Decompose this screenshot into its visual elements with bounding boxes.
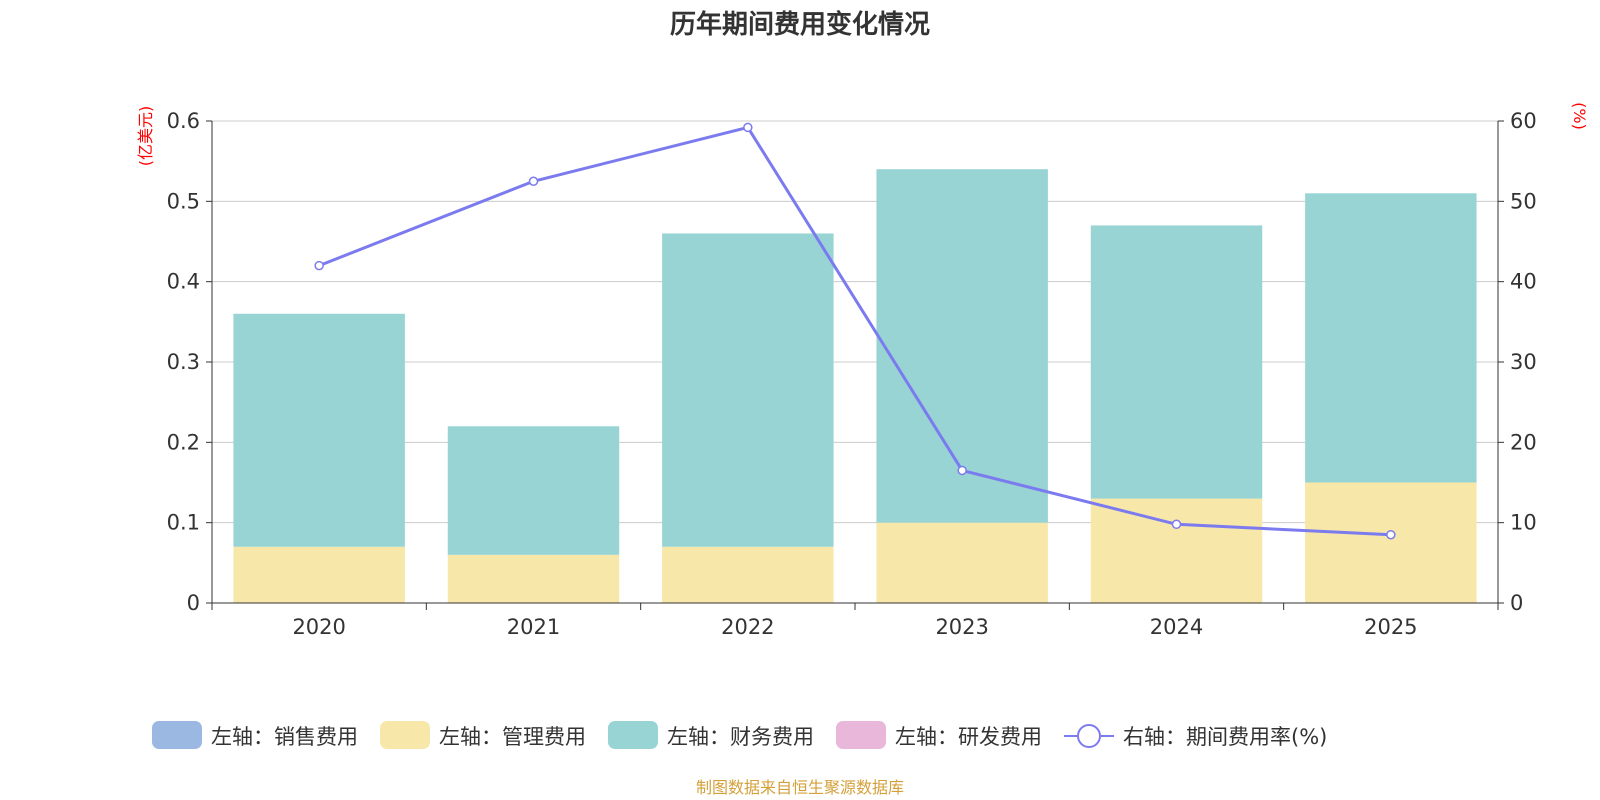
left-tick-label: 0.3	[167, 350, 200, 374]
rate-point	[1386, 529, 1396, 540]
source-note: 制图数据来自恒生聚源数据库	[696, 778, 904, 797]
legend-swatch	[152, 721, 202, 749]
rate-line	[314, 122, 1396, 540]
rate-point	[1171, 519, 1182, 530]
left-tick-label: 0.6	[167, 109, 200, 133]
bar-segment	[662, 546, 834, 603]
left-tick-label: 0.2	[167, 430, 200, 454]
x-tick-label: 2021	[507, 615, 560, 639]
rate-point	[528, 176, 539, 186]
legend-label: 右轴：期间费用率(%)	[1123, 725, 1327, 749]
bar-segment	[1305, 482, 1477, 603]
bars	[233, 169, 1477, 603]
bar-segment	[233, 546, 405, 603]
left-tick-label: 0.5	[167, 189, 200, 213]
bar-segment	[1090, 225, 1263, 499]
left-tick-label: 0.1	[167, 511, 200, 535]
rate-point	[743, 122, 753, 133]
legend-marker-icon	[1077, 724, 1101, 748]
right-tick-label: 10	[1510, 511, 1537, 535]
x-tick-label: 2023	[935, 615, 988, 639]
legend: 左轴：销售费用 左轴：管理费用 左轴：财务费用 左轴：研发费用 右轴：期间费用率(%)	[152, 721, 1327, 749]
right-axis-unit: (%)	[1570, 102, 1589, 130]
left-tick-label: 0.4	[167, 270, 200, 294]
bar-segment	[1090, 498, 1263, 603]
legend-swatch	[608, 721, 658, 749]
rate-point	[314, 260, 324, 271]
x-tick-label: 2024	[1150, 615, 1203, 639]
bar-segment	[233, 313, 405, 547]
right-tick-label: 0	[1510, 591, 1523, 615]
rate-line-path	[318, 125, 1391, 537]
bar-segment	[447, 554, 620, 603]
bar-segment	[1305, 193, 1477, 483]
right-tick-label: 20	[1510, 430, 1537, 454]
legend-swatch	[380, 721, 430, 749]
grid	[212, 120, 1498, 524]
left-axis-unit: (亿美元)	[136, 106, 155, 167]
right-tick-label: 60	[1510, 109, 1537, 133]
legend-label: 左轴：销售费用	[211, 725, 358, 749]
right-tick-label: 50	[1510, 189, 1537, 213]
x-tick-label: 2022	[721, 615, 774, 639]
bar-segment	[876, 169, 1048, 523]
legend-swatch	[836, 721, 886, 749]
left-tick-label: 0	[187, 591, 200, 615]
rate-point	[957, 465, 967, 476]
bar-segment	[876, 522, 1048, 603]
bar-segment	[447, 426, 620, 555]
right-tick-label: 30	[1510, 350, 1537, 374]
x-tick-label: 2020	[292, 615, 345, 639]
bar-segment	[662, 233, 834, 547]
legend-label: 左轴：研发费用	[895, 725, 1042, 749]
x-tick-label: 2025	[1364, 615, 1417, 639]
chart-title: 历年期间费用变化情况	[670, 9, 930, 40]
legend-label: 左轴：管理费用	[439, 725, 586, 749]
right-tick-label: 40	[1510, 270, 1537, 294]
axes: 0 0.1 0.2 0.3 0.4 0.5 0.6 0 10 20 30 40 50 60 2020 2021…	[167, 109, 1537, 639]
legend-label: 左轴：财务费用	[667, 725, 814, 749]
